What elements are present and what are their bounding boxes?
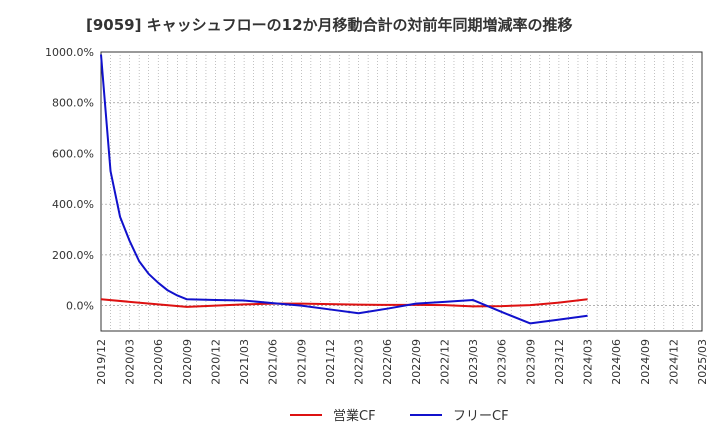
legend-label-1: フリーCF	[453, 409, 509, 424]
x-tick-label: 2022/03	[353, 339, 366, 385]
x-tick-label: 2021/06	[267, 339, 280, 385]
x-tick-label: 2024/09	[639, 339, 652, 385]
y-tick-label: 0.0%	[66, 300, 94, 313]
x-tick-label: 2023/12	[553, 339, 566, 385]
y-tick-label: 800.0%	[52, 97, 94, 110]
y-tick-label: 600.0%	[52, 147, 94, 160]
x-tick-label: 2021/03	[238, 339, 251, 385]
x-tick-label: 2023/09	[524, 339, 537, 385]
x-tick-label: 2022/09	[410, 339, 423, 385]
x-tick-label: 2025/03	[696, 339, 709, 385]
x-tick-label: 2024/12	[667, 339, 680, 385]
chart-title: [9059] キャッシュフローの12か月移動合計の対前年同期増減率の推移	[86, 16, 573, 34]
x-tick-label: 2022/06	[381, 339, 394, 385]
y-tick-label: 1000.0%	[45, 46, 94, 59]
x-tick-label: 2024/03	[582, 339, 595, 385]
series-line-0	[100, 298, 588, 308]
series-line-1	[100, 54, 588, 325]
x-tick-label: 2023/03	[467, 339, 480, 385]
x-tick-label: 2022/12	[438, 339, 451, 385]
x-tick-label: 2019/12	[95, 339, 108, 385]
series	[100, 54, 588, 325]
x-tick-label: 2024/06	[610, 339, 623, 385]
legend: 営業CF フリーCF	[290, 408, 509, 424]
x-tick-label: 2020/06	[152, 339, 165, 385]
axes: 1000.0% 800.0% 600.0% 400.0% 200.0% 0.0% 2019/…	[45, 46, 709, 385]
y-tick-label: 400.0%	[52, 198, 94, 211]
x-tick-label: 2021/09	[295, 339, 308, 385]
plot-area	[100, 51, 703, 332]
x-tick-label: 2020/12	[209, 339, 222, 385]
legend-label-0: 営業CF	[333, 408, 376, 424]
x-tick-label: 2023/06	[496, 339, 509, 385]
y-tick-label: 200.0%	[52, 249, 94, 262]
x-tick-label: 2020/03	[124, 339, 137, 385]
x-tick-label: 2021/12	[324, 339, 337, 385]
x-tick-label: 2020/09	[181, 339, 194, 385]
